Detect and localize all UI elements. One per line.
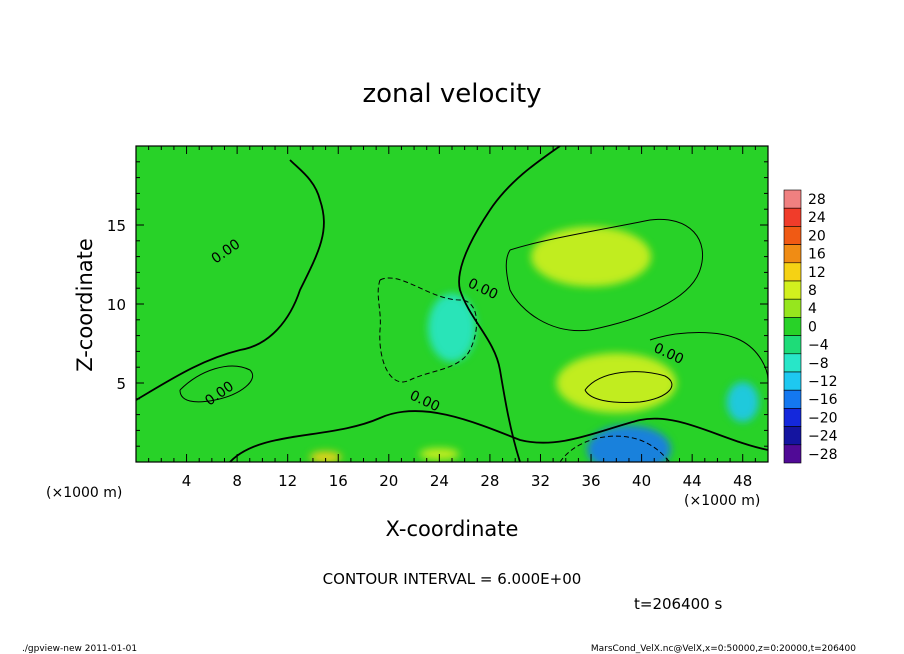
- contour-line-6: [559, 435, 671, 462]
- colorbar-label: 24: [808, 210, 826, 226]
- colorbar-swatch: [783, 317, 802, 336]
- x-axis-ticks: 4 8 12 16 20 24 28 32 36 40 44 48: [148, 146, 756, 490]
- colorbar-swatch: [783, 335, 802, 355]
- colorbar-label: 4: [808, 301, 817, 317]
- field-feature-2: [309, 451, 342, 462]
- colorbar-label: −12: [808, 374, 838, 390]
- contour-line-8: [179, 365, 253, 403]
- colorbar-label: −16: [808, 392, 838, 408]
- colorbar-swatch: [783, 226, 802, 245]
- colorbar-label: −8: [808, 356, 829, 372]
- chart-title: zonal velocity: [362, 79, 541, 109]
- x-tick-label: 36: [581, 472, 600, 490]
- footer-left: ./gpview-new 2011-01-01: [22, 644, 137, 654]
- x-tick-label: 32: [531, 472, 550, 490]
- colorbar-swatch: [783, 298, 802, 318]
- x-tick-label: 4: [182, 472, 192, 490]
- x-axis-label: X-coordinate: [386, 517, 519, 541]
- field-feature-1: [556, 353, 677, 413]
- field-feature-4: [428, 293, 476, 362]
- contour-line-2: [458, 146, 561, 462]
- field-blobs: [309, 226, 759, 462]
- colorbar-label: 28: [808, 192, 826, 208]
- colorbar-label: −28: [808, 447, 838, 463]
- colorbar-label: −20: [808, 410, 838, 426]
- contour-line-4: [584, 371, 673, 403]
- y-axis-ticks: 5 10 15: [107, 161, 768, 447]
- colorbar-label: −4: [808, 338, 829, 354]
- y-tick-label: 5: [116, 375, 126, 393]
- x-tick-label: 40: [632, 472, 651, 490]
- y-axis-label: Z-coordinate: [73, 238, 97, 372]
- colorbar-swatch: [783, 280, 802, 300]
- colorbar-swatch: [783, 444, 802, 464]
- colorbar-swatch: [783, 189, 802, 209]
- colorbar-swatch: [783, 389, 802, 409]
- x-tick-label: 48: [733, 472, 752, 490]
- colorbar-label: 20: [808, 228, 826, 244]
- y-tick-label: 10: [107, 296, 126, 314]
- contour-line-1: [136, 159, 325, 401]
- plot-area: 0.000.000.000.00 0.00 4 8 12 16 20 24 28 32 36 40 4…: [107, 145, 769, 490]
- colorbar-label: 16: [808, 247, 826, 263]
- x-tick-label: 16: [329, 472, 348, 490]
- colorbar-swatch: [783, 371, 802, 391]
- colorbar: 28 24 20 16 12 8 4 0 −4 −8 −12 −16 −20 −24 −28: [783, 189, 838, 464]
- x-tick-label: 24: [430, 472, 449, 490]
- colorbar-swatch: [783, 408, 802, 427]
- contour-line-5: [377, 277, 478, 383]
- x-tick-label: 28: [480, 472, 499, 490]
- field-feature-0: [531, 226, 652, 287]
- y-axis-unit: (×1000 m): [46, 485, 122, 501]
- colorbar-swatch: [783, 244, 802, 264]
- y-tick-label: 15: [107, 217, 126, 235]
- colorbar-label: 8: [808, 283, 817, 299]
- colorbar-label: −24: [808, 429, 838, 445]
- colorbar-swatch: [783, 353, 802, 373]
- velocity-field: 0.000.000.000.00 0.00: [136, 146, 768, 462]
- contour-line-0: [229, 410, 768, 462]
- footer-right: MarsCond_VelX.nc@VelX,x=0:50000,z=0:2000…: [591, 644, 856, 654]
- time-text: t=206400 s: [634, 595, 722, 613]
- colorbar-swatch: [783, 207, 802, 227]
- colorbar-label: 0: [808, 319, 817, 335]
- x-tick-label: 8: [232, 472, 242, 490]
- colorbar-swatch: [783, 426, 802, 446]
- colorbar-swatch: [783, 262, 802, 282]
- field-feature-6: [726, 381, 759, 422]
- x-axis-unit: (×1000 m): [684, 493, 760, 509]
- x-tick-label: 44: [683, 472, 702, 490]
- colorbar-label: 12: [808, 265, 826, 281]
- x-tick-label: 20: [379, 472, 398, 490]
- x-tick-label: 12: [278, 472, 297, 490]
- contour-line-3: [505, 218, 704, 332]
- field-feature-5: [586, 425, 671, 462]
- contour-interval-text: CONTOUR INTERVAL = 6.000E+00: [323, 570, 582, 588]
